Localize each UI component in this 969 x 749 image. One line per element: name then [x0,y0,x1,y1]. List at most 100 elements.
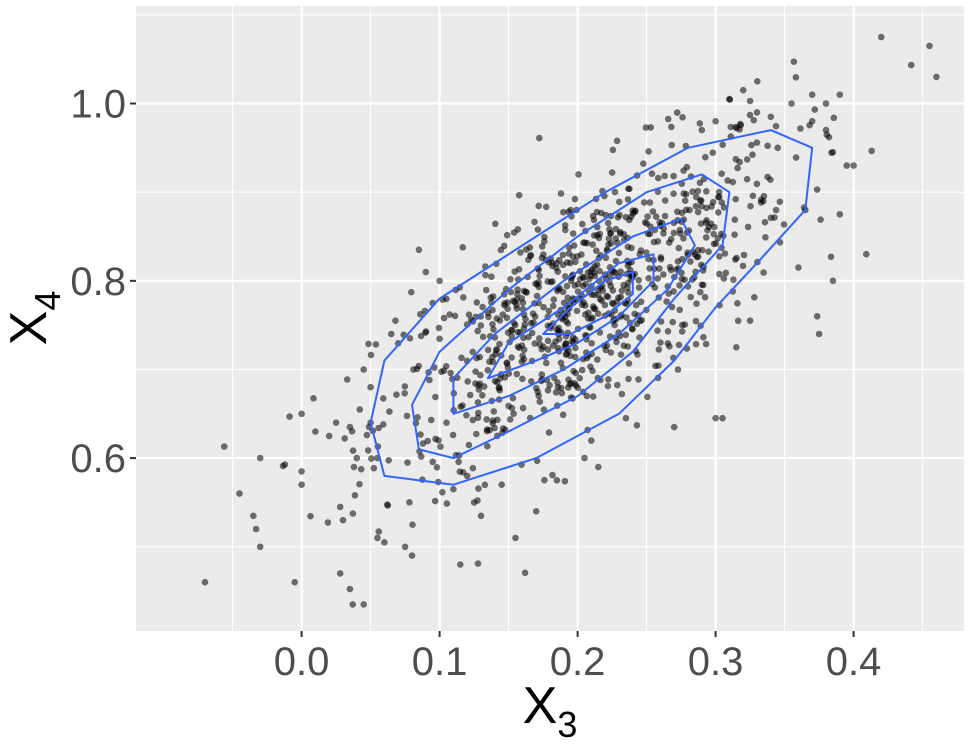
data-point [511,321,519,329]
data-point [571,380,578,387]
data-point [589,393,597,400]
contour-line [542,271,634,335]
data-point [549,278,556,285]
data-point [606,226,613,233]
data-point [718,199,726,206]
data-point [346,585,354,593]
data-point [343,376,351,383]
data-point [477,322,485,329]
data-point [716,253,723,260]
data-point [681,197,689,204]
data-point [632,301,640,309]
data-point [664,328,672,335]
data-point [496,317,504,324]
data-point [474,399,482,406]
data-point [561,222,569,229]
data-point [509,394,517,402]
data-point [694,253,702,260]
data-point [675,341,683,349]
data-point [414,414,421,421]
data-point [681,321,689,328]
data-point [535,392,542,400]
data-point [526,244,534,251]
data-point [544,278,551,285]
data-point [520,334,527,342]
data-point [618,287,626,295]
data-point [372,341,380,348]
data-point [494,416,501,424]
data-point [469,416,477,424]
data-point [417,431,424,438]
data-point [298,481,305,489]
data-point [540,406,548,414]
data-point [697,288,704,296]
data-point [733,254,740,262]
data-point [692,340,700,348]
data-point [626,185,633,193]
data-point [669,318,676,326]
data-point [474,560,482,567]
data-point [503,359,511,367]
data-point [570,367,577,375]
data-point [531,340,539,347]
data-point [349,447,357,455]
data-point [587,315,595,322]
data-point [549,259,556,267]
data-point [689,188,696,195]
data-point [549,471,556,479]
data-point [753,109,761,116]
data-point [559,411,567,419]
data-point [633,422,641,429]
data-point [557,190,565,197]
data-point [298,468,305,475]
data-point [749,192,757,200]
data-point [580,239,587,246]
contour-line [411,173,731,460]
data-point [406,335,414,342]
data-point [615,294,622,302]
data-point [640,160,647,167]
data-point [256,454,264,462]
data-point [829,277,837,285]
data-point [702,340,710,348]
x-axis-ticks: 0.0 0.1 0.2 0.3 0.4 [274,631,881,684]
data-point [622,331,630,339]
data-point [491,377,499,385]
data-point [356,406,364,413]
data-point [560,208,567,216]
data-point [482,271,489,279]
data-point [733,344,740,351]
data-point [508,404,516,412]
data-point [442,363,450,370]
data-point [595,291,602,299]
data-point [336,503,344,511]
data-point [563,282,571,290]
data-point [473,299,481,306]
data-point [645,255,652,263]
data-point [559,251,567,259]
data-point [693,193,700,201]
data-point [492,220,499,228]
data-point [774,144,781,152]
data-point [828,149,835,156]
data-point [543,359,550,367]
data-point [612,257,620,265]
data-point [380,395,387,402]
data-point [612,235,619,242]
data-point [661,172,668,180]
data-point [615,249,623,257]
data-point [401,390,409,397]
data-point [555,256,563,264]
data-point [640,199,648,206]
data-point [620,281,627,289]
x-tick-label: 0.0 [274,640,330,684]
data-point [622,414,630,422]
data-point [679,114,686,121]
data-point [443,419,450,427]
data-point [624,243,632,251]
data-point [541,476,548,484]
data-point [307,512,314,520]
data-point [465,441,473,449]
data-point [429,458,437,466]
data-point [567,259,574,267]
